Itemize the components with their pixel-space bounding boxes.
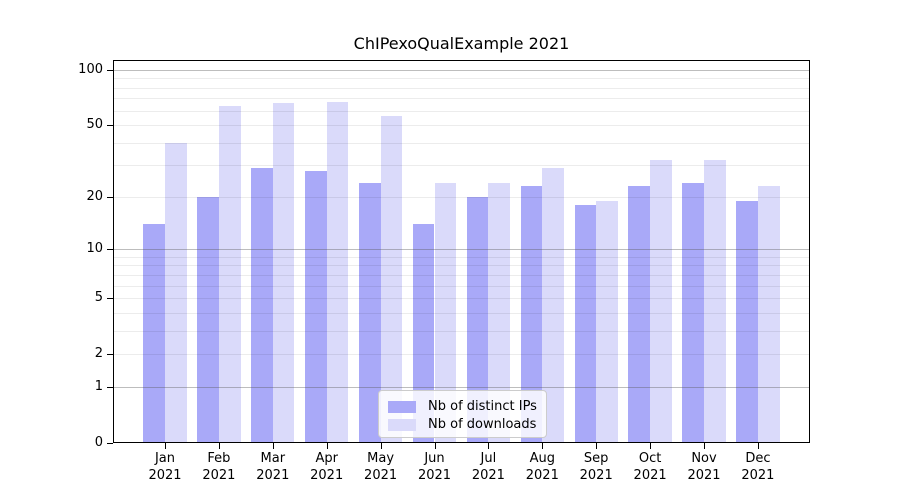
- y-tick-label: 10: [86, 241, 103, 257]
- plot-area: [113, 60, 810, 443]
- y-tick-label: 0: [94, 435, 103, 450]
- gridline-70: [113, 98, 810, 100]
- gridline-1: [113, 386, 810, 388]
- bar-downloads-nov: [704, 160, 726, 443]
- y-tick-mark: [107, 196, 113, 198]
- x-tick-mark: [165, 443, 166, 449]
- x-tick-mark: [704, 443, 705, 449]
- bar-distinct-ips-oct: [628, 186, 651, 443]
- bar-downloads-feb: [218, 105, 241, 443]
- bar-distinct-ips-apr: [305, 170, 327, 443]
- y-tick-mark: [107, 70, 113, 71]
- gridline-10: [113, 249, 810, 251]
- y-tick-label: 20: [86, 188, 103, 204]
- bar-distinct-ips-aug: [520, 186, 543, 443]
- legend: Nb of distinct IPs Nb of downloads: [378, 390, 547, 438]
- x-tick-label-feb: Feb 2021: [202, 451, 236, 483]
- bar-downloads-may: [380, 116, 403, 443]
- x-tick-label-jun: Jun 2021: [417, 451, 452, 483]
- y-tick-mark: [107, 249, 113, 251]
- x-tick-mark: [542, 443, 544, 449]
- y-tick-mark: [107, 354, 113, 356]
- y-tick-label: 100: [78, 62, 103, 77]
- x-tick-mark: [434, 443, 436, 449]
- gridline-40: [113, 142, 810, 144]
- y-tick-label: 2: [94, 346, 103, 362]
- bar-distinct-ips-mar: [251, 168, 273, 443]
- bar-distinct-ips-feb: [197, 196, 219, 443]
- gridline-7: [113, 274, 810, 276]
- gridline-9: [113, 256, 810, 258]
- y-tick-mark: [107, 386, 113, 388]
- bar-downloads-aug: [542, 168, 564, 443]
- x-tick-label-aug: Aug 2021: [525, 451, 559, 483]
- y-tick-label: 5: [94, 290, 103, 306]
- grid-layer: [113, 60, 810, 443]
- gridline-90: [113, 78, 810, 80]
- gridline-60: [113, 110, 810, 112]
- bar-distinct-ips-dec: [736, 200, 758, 443]
- bar-distinct-ips-jul: [466, 196, 489, 443]
- y-tick-label: 50: [86, 117, 103, 133]
- gridline-4: [113, 312, 810, 314]
- gridline-80: [113, 87, 810, 89]
- x-tick-mark: [650, 443, 652, 449]
- distinct-ips-swatch: [388, 400, 416, 413]
- x-tick-label-jan: Jan 2021: [148, 451, 182, 483]
- x-tick-mark: [218, 443, 220, 449]
- y-tick-mark: [107, 298, 113, 300]
- legend-item-distinct-ips: Nb of distinct IPs: [388, 398, 546, 415]
- x-tick-mark: [326, 443, 328, 449]
- x-tick-mark: [272, 443, 274, 449]
- chart-title: ChIPexoQualExample 2021: [353, 34, 570, 53]
- gridline-2: [113, 354, 810, 356]
- bar-downloads-jun: [434, 182, 457, 443]
- x-tick-label-sep: Sep 2021: [579, 451, 613, 483]
- bar-distinct-ips-sep: [574, 205, 597, 443]
- y-tick-mark: [107, 125, 113, 127]
- bar-distinct-ips-may: [358, 182, 381, 443]
- bar-downloads-dec: [757, 186, 780, 443]
- x-tick-label-apr: Apr 2021: [310, 451, 344, 483]
- gridline-20: [113, 196, 810, 198]
- bar-distinct-ips-jun: [412, 224, 435, 443]
- gridline-8: [113, 265, 810, 267]
- gridline-5: [113, 298, 810, 300]
- y-tick-label: 1: [94, 378, 103, 394]
- x-tick-mark: [596, 443, 598, 449]
- bar-distinct-ips-nov: [682, 182, 704, 443]
- legend-item-downloads: Nb of downloads: [388, 416, 546, 433]
- x-tick-label-mar: Mar 2021: [256, 451, 290, 483]
- bar-downloads-jan: [165, 142, 187, 443]
- downloads-swatch: [388, 418, 416, 431]
- gridline-3: [113, 330, 810, 332]
- bar-downloads-mar: [272, 103, 295, 443]
- gridline-6: [113, 285, 810, 287]
- x-tick-mark: [380, 443, 382, 449]
- x-tick-mark: [757, 443, 759, 449]
- bar-downloads-oct: [650, 160, 672, 443]
- legend-label: Nb of distinct IPs: [428, 399, 537, 414]
- y-tick-mark: [107, 443, 113, 444]
- gridline-30: [113, 165, 810, 167]
- x-tick-label-dec: Dec 2021: [741, 451, 775, 483]
- x-tick-label-nov: Nov 2021: [687, 451, 721, 483]
- x-tick-label-oct: Oct 2021: [633, 451, 667, 483]
- bar-distinct-ips-jan: [143, 224, 165, 443]
- bar-downloads-apr: [326, 101, 349, 443]
- bar-downloads-sep: [596, 200, 618, 443]
- bar-downloads-jul: [488, 182, 511, 443]
- gridline-100: [113, 70, 810, 71]
- x-tick-mark: [488, 443, 490, 449]
- bars-layer: [113, 60, 810, 443]
- legend-label: Nb of downloads: [428, 417, 537, 432]
- gridline-50: [113, 125, 810, 127]
- x-tick-label-may: May 2021: [364, 451, 398, 483]
- x-tick-label-jul: Jul 2021: [471, 451, 505, 483]
